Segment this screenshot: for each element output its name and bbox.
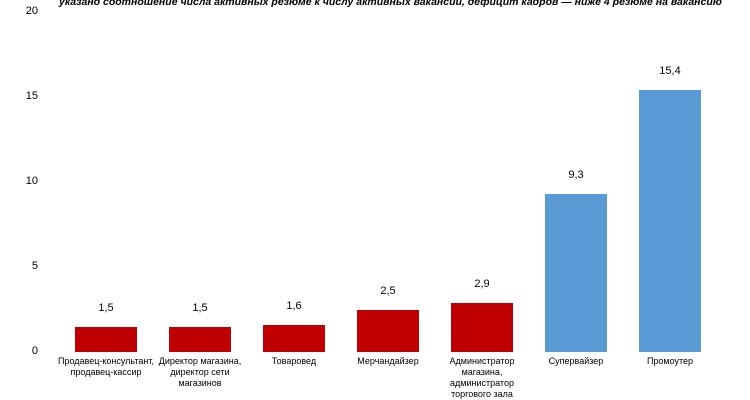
bar xyxy=(357,309,419,352)
y-axis-tick-label: 10 xyxy=(25,175,38,187)
bar xyxy=(75,326,137,352)
y-axis-tick-label: 20 xyxy=(25,5,38,17)
category-label: Товаровед xyxy=(271,356,317,366)
category-label: Продавец-консультант, продавец-кассир xyxy=(57,356,155,377)
y-axis-tick-label: 5 xyxy=(31,260,38,272)
bar xyxy=(263,324,325,352)
bar xyxy=(169,326,231,352)
bar-value-label: 15,4 xyxy=(659,65,681,78)
bar-value-label: 1,6 xyxy=(286,299,302,312)
category-label: Администратор магазина, администратор торго… xyxy=(449,356,515,399)
chart-subtitle: указано соотношение числа активных резюм… xyxy=(59,0,722,8)
bar-value-label: 1,5 xyxy=(192,301,208,314)
category-label: Промоутер xyxy=(646,356,694,366)
bar-value-label: 2,5 xyxy=(380,284,396,297)
category-label: Директор магазина, директор сети магазинов xyxy=(158,356,242,388)
category-label: Супервайзер xyxy=(548,356,604,366)
bar-value-label: 1,5 xyxy=(98,301,114,314)
bar xyxy=(451,302,513,352)
bar xyxy=(639,90,701,352)
y-axis-tick-label: 15 xyxy=(25,90,38,102)
y-axis-tick-label: 0 xyxy=(31,345,38,357)
category-label: Мерчандайзер xyxy=(357,356,419,366)
bar-value-label: 9,3 xyxy=(568,168,584,181)
bar xyxy=(545,193,607,352)
bar-value-label: 2,9 xyxy=(474,277,490,290)
